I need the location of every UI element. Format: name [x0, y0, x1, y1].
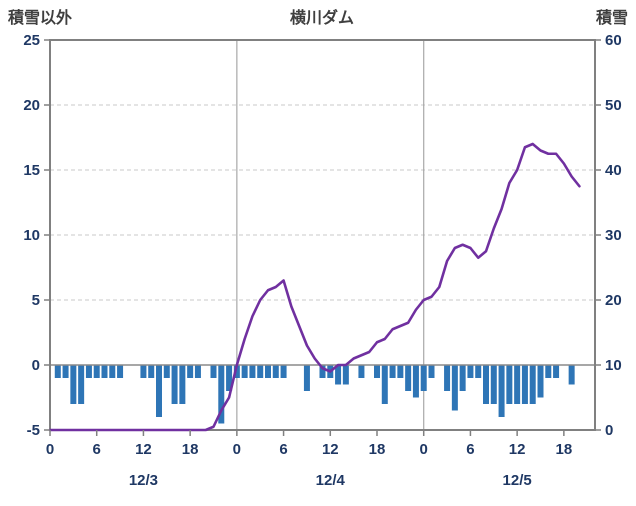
precip-bar: [117, 365, 124, 378]
precip-bar: [257, 365, 264, 378]
tick-label-left: 10: [23, 227, 40, 244]
precip-bar: [226, 365, 233, 391]
precip-bar: [467, 365, 474, 378]
precip-bar: [420, 365, 427, 391]
tick-label-right: 0: [605, 422, 613, 439]
precip-bar: [568, 365, 575, 385]
tick-label-left: -5: [27, 422, 40, 439]
precip-bar: [529, 365, 536, 404]
precip-bar: [537, 365, 544, 398]
left-axis-title: 積雪以外: [7, 8, 72, 27]
precip-bar: [381, 365, 388, 404]
tick-label-right: 10: [605, 357, 622, 374]
hour-label: 18: [369, 441, 386, 458]
tick-label-left: 15: [23, 162, 40, 179]
hour-label: 12: [509, 441, 526, 458]
precip-bar: [109, 365, 116, 378]
precip-bar: [498, 365, 505, 417]
precip-bar: [358, 365, 365, 378]
tick-label-right: 60: [605, 32, 622, 49]
hour-label: 12: [322, 441, 339, 458]
precip-bar: [319, 365, 326, 378]
tick-label-left: 20: [23, 97, 40, 114]
chart-title: 横川ダム: [290, 8, 354, 27]
precip-bar: [194, 365, 201, 378]
precip-bar: [405, 365, 412, 391]
snow-depth-line: [48, 142, 581, 432]
precip-bar: [506, 365, 513, 404]
precip-bar: [62, 365, 69, 378]
precip-bar: [475, 365, 482, 378]
hour-label: 6: [466, 441, 474, 458]
precip-bar: [85, 365, 92, 378]
precip-bar: [171, 365, 178, 404]
tick-label-right: 30: [605, 227, 622, 244]
precip-bar: [156, 365, 162, 417]
hour-label: 0: [420, 441, 428, 458]
precip-bar: [428, 365, 435, 378]
hour-label: 12: [135, 441, 152, 458]
precip-bar: [187, 365, 194, 378]
precip-bar: [54, 365, 61, 378]
hour-label: 6: [93, 441, 101, 458]
tick-label-left: 25: [23, 32, 40, 49]
precip-bar: [210, 365, 217, 378]
tick-label-right: 40: [605, 162, 622, 179]
precip-bar: [272, 365, 279, 378]
precip-bar: [218, 365, 225, 424]
precip-bar: [514, 365, 521, 404]
precip-bar: [335, 365, 342, 385]
date-label: 12/4: [316, 472, 346, 489]
hour-label: 0: [46, 441, 54, 458]
hour-label: 18: [182, 441, 199, 458]
hour-label: 18: [556, 441, 573, 458]
precip-bar: [249, 365, 256, 378]
precip-bar: [521, 365, 528, 404]
hour-label: 6: [279, 441, 287, 458]
precip-bar: [233, 365, 240, 378]
precip-bar: [140, 365, 147, 378]
hour-label: 0: [233, 441, 241, 458]
date-label: 12/5: [503, 472, 532, 489]
precip-bar: [553, 365, 560, 378]
precip-bar: [545, 365, 552, 378]
precip-bar: [163, 365, 170, 378]
precip-bar: [490, 365, 497, 404]
precip-bar: [451, 365, 458, 411]
precip-bar: [303, 365, 310, 391]
precip-bar: [483, 365, 489, 404]
precip-bar: [93, 365, 100, 378]
tick-label-left: 5: [32, 292, 40, 309]
precip-bar: [342, 365, 349, 385]
precip-bar: [374, 365, 380, 378]
precip-bar: [280, 365, 287, 378]
precip-bar: [241, 365, 248, 378]
precip-bar: [389, 365, 396, 378]
precip-bar: [265, 365, 271, 378]
tick-label-right: 20: [605, 292, 622, 309]
precip-bar: [78, 365, 85, 404]
precip-bar: [412, 365, 419, 398]
precip-bar: [459, 365, 466, 391]
tick-label-right: 50: [605, 97, 622, 114]
precip-bar: [444, 365, 451, 391]
precip-bar: [101, 365, 108, 378]
date-label: 12/3: [129, 472, 158, 489]
precip-bar: [179, 365, 186, 404]
right-axis-title: 積雪: [595, 8, 628, 27]
precip-bar: [70, 365, 77, 404]
precip-bar: [397, 365, 404, 378]
tick-label-left: 0: [32, 357, 40, 374]
precip-bar: [148, 365, 155, 378]
